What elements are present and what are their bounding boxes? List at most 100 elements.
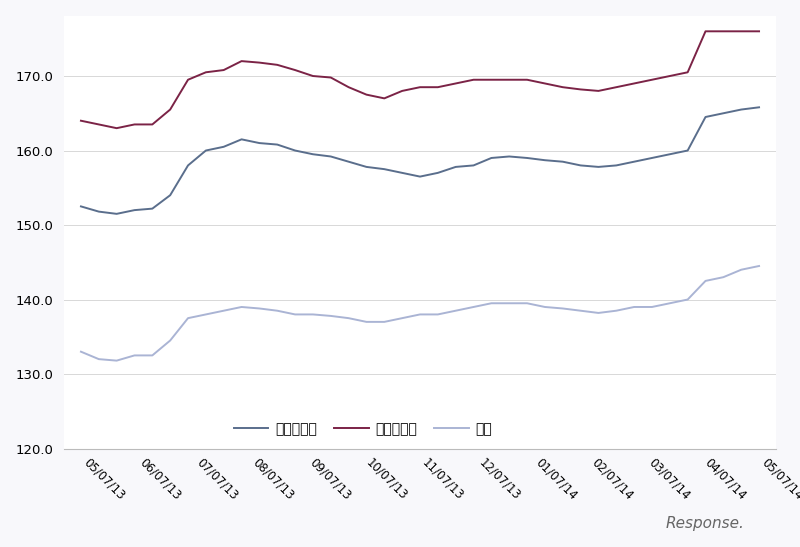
レギュラー — [147, 205, 157, 212]
軽油 — [718, 274, 728, 281]
レギュラー — [379, 166, 389, 172]
レギュラー — [754, 104, 764, 110]
レギュラー — [326, 153, 335, 160]
レギュラー — [737, 106, 746, 113]
ハイオクタ — [112, 125, 122, 131]
レギュラー — [183, 162, 193, 168]
ハイオクタ — [237, 58, 246, 65]
軽油 — [647, 304, 657, 310]
軽油 — [630, 304, 639, 310]
ハイオクタ — [273, 62, 282, 68]
レギュラー — [201, 147, 210, 154]
レギュラー — [505, 153, 514, 160]
レギュラー — [665, 151, 674, 158]
レギュラー — [254, 140, 264, 147]
レギュラー — [76, 203, 86, 210]
軽油 — [290, 311, 300, 318]
ハイオクタ — [754, 28, 764, 34]
ハイオクタ — [254, 59, 264, 66]
レギュラー — [273, 141, 282, 148]
レギュラー — [415, 173, 425, 180]
レギュラー — [469, 162, 478, 168]
ハイオクタ — [398, 88, 407, 94]
ハイオクタ — [362, 91, 371, 98]
軽油 — [254, 305, 264, 312]
ハイオクタ — [737, 28, 746, 34]
軽油 — [558, 305, 567, 312]
ハイオクタ — [665, 73, 674, 79]
レギュラー — [166, 192, 175, 199]
軽油 — [219, 307, 229, 314]
Legend: レギュラー, ハイオクタ, 軽油: レギュラー, ハイオクタ, 軽油 — [228, 416, 498, 441]
レギュラー — [308, 151, 318, 158]
ハイオクタ — [505, 77, 514, 83]
軽油 — [147, 352, 157, 359]
ハイオクタ — [522, 77, 532, 83]
軽油 — [415, 311, 425, 318]
レギュラー — [486, 155, 496, 161]
ハイオクタ — [415, 84, 425, 90]
レギュラー — [433, 170, 442, 176]
Line: ハイオクタ: ハイオクタ — [81, 31, 759, 128]
軽油 — [665, 300, 674, 306]
軽油 — [469, 304, 478, 310]
軽油 — [398, 315, 407, 322]
軽油 — [594, 310, 603, 316]
レギュラー — [701, 114, 710, 120]
レギュラー — [290, 147, 300, 154]
ハイオクタ — [166, 106, 175, 113]
レギュラー — [630, 159, 639, 165]
ハイオクタ — [647, 77, 657, 83]
軽油 — [130, 352, 139, 359]
ハイオクタ — [718, 28, 728, 34]
軽油 — [683, 296, 693, 303]
ハイオクタ — [201, 69, 210, 75]
Text: Response.: Response. — [665, 516, 744, 531]
レギュラー — [558, 159, 567, 165]
ハイオクタ — [451, 80, 461, 87]
レギュラー — [540, 157, 550, 164]
軽油 — [737, 266, 746, 273]
軽油 — [379, 318, 389, 325]
レギュラー — [594, 164, 603, 170]
ハイオクタ — [326, 74, 335, 81]
レギュラー — [362, 164, 371, 170]
ハイオクタ — [147, 121, 157, 128]
ハイオクタ — [76, 118, 86, 124]
レギュラー — [219, 143, 229, 150]
軽油 — [433, 311, 442, 318]
ハイオクタ — [683, 69, 693, 75]
レギュラー — [451, 164, 461, 170]
ハイオクタ — [183, 77, 193, 83]
軽油 — [486, 300, 496, 306]
Line: 軽油: 軽油 — [81, 266, 759, 360]
軽油 — [522, 300, 532, 306]
ハイオクタ — [308, 73, 318, 79]
ハイオクタ — [594, 88, 603, 94]
レギュラー — [112, 211, 122, 217]
ハイオクタ — [130, 121, 139, 128]
ハイオクタ — [379, 95, 389, 102]
ハイオクタ — [469, 77, 478, 83]
軽油 — [344, 315, 354, 322]
レギュラー — [611, 162, 621, 168]
レギュラー — [718, 110, 728, 117]
軽油 — [94, 356, 103, 363]
レギュラー — [130, 207, 139, 213]
軽油 — [576, 307, 586, 314]
軽油 — [76, 348, 86, 355]
レギュラー — [647, 155, 657, 161]
ハイオクタ — [486, 77, 496, 83]
ハイオクタ — [433, 84, 442, 90]
軽油 — [308, 311, 318, 318]
軽油 — [166, 337, 175, 344]
ハイオクタ — [344, 84, 354, 90]
軽油 — [362, 318, 371, 325]
レギュラー — [237, 136, 246, 143]
ハイオクタ — [290, 67, 300, 73]
ハイオクタ — [219, 67, 229, 73]
軽油 — [273, 307, 282, 314]
Line: レギュラー: レギュラー — [81, 107, 759, 214]
軽油 — [701, 278, 710, 284]
軽油 — [326, 313, 335, 319]
